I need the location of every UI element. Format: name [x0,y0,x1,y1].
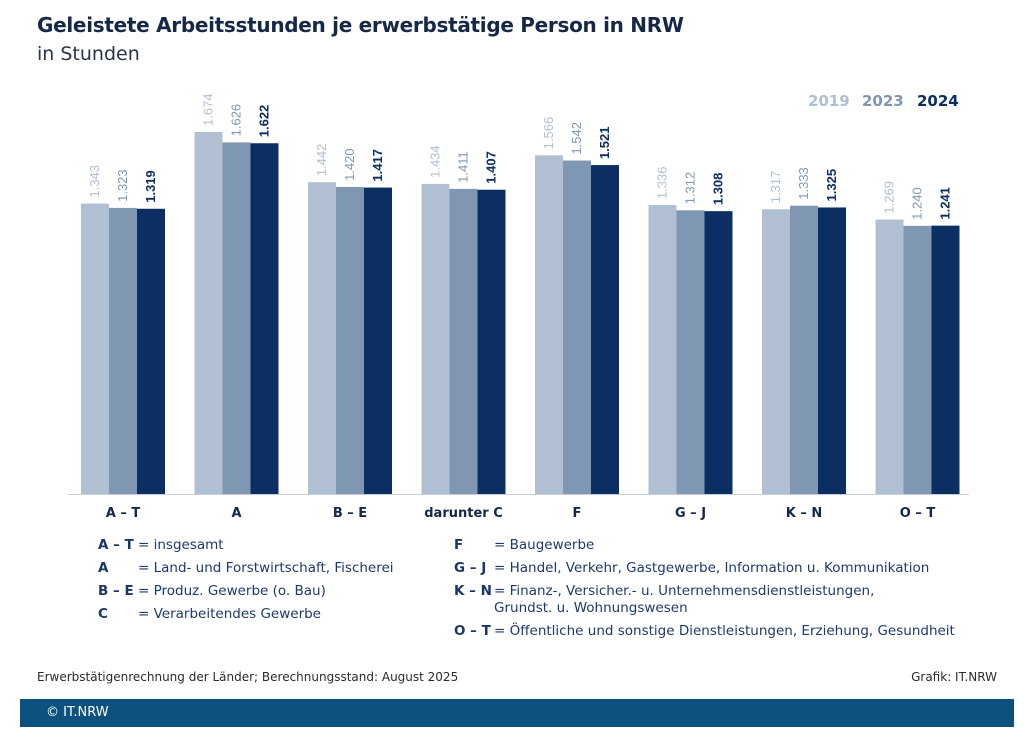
category-label-3: darunter C [424,506,503,521]
bar-2019-3 [421,183,450,494]
bar-2024-7 [931,225,960,494]
legend-item-2023: 2023 [862,92,904,110]
category-label-5: G – J [675,506,706,521]
definition-row: F = Baugewerbe [454,537,955,560]
legend: 2019 2023 2024 [808,92,959,110]
definition-text: = insgesamt [138,537,224,553]
category-label-7: O – T [900,506,936,521]
chart-subtitle: in Stunden [37,43,140,65]
value-label-2024-1: 1.622 [257,105,272,138]
value-label-2019-7: 1.269 [882,181,897,214]
definition-text: = Land- und Forstwirtschaft, Fischerei [138,560,394,576]
value-label-2024-7: 1.241 [938,187,953,220]
definition-row: C = Verarbeitendes Gewerbe [98,606,394,629]
bar-2024-2 [364,187,392,494]
bar-2023-2 [336,186,364,494]
bar-2023-6 [790,205,818,495]
definition-text: = Verarbeitendes Gewerbe [138,606,321,622]
definition-row: B – E = Produz. Gewerbe (o. Bau) [98,583,394,606]
value-label-2019-0: 1.343 [87,165,102,198]
bar-2024-4 [591,165,619,494]
bar-2019-7 [875,219,904,495]
bar-2024-6 [818,207,846,494]
bar-2019-2 [308,182,336,494]
value-label-2023-2: 1.420 [342,148,357,181]
bar-2019-0 [81,203,109,495]
value-label-2023-5: 1.312 [683,172,698,205]
value-label-2019-5: 1.336 [655,167,670,200]
category-label-6: K – N [786,506,823,521]
bar-2019-6 [762,209,790,494]
value-label-2024-3: 1.407 [484,151,499,184]
chart-title: Geleistete Arbeitsstunden je erwerbstäti… [37,13,684,37]
footer-bar: © IT.NRW [20,699,1014,727]
bar-2023-3 [449,188,478,494]
copyright: © IT.NRW [46,705,109,720]
bar-2024-5 [704,211,733,494]
value-label-2023-4: 1.542 [569,122,584,155]
definition-code: B – E [98,583,134,599]
value-label-2019-3: 1.434 [428,145,443,178]
value-label-2023-6: 1.333 [796,167,811,200]
value-label-2023-1: 1.626 [229,104,244,137]
bar-2023-1 [222,142,251,494]
definition-code: C [98,606,108,622]
definitions-left: A – T = insgesamt A = Land- und Forstwirtsc… [98,537,394,629]
value-label-2024-2: 1.417 [370,149,385,182]
value-label-2024-0: 1.319 [143,170,158,203]
value-label-2024-4: 1.521 [597,127,612,160]
definition-text: = Öffentliche und sonstige Dienstleistun… [494,623,955,639]
bar-2024-3 [477,189,506,495]
bar-2023-7 [903,225,932,494]
definition-text: = Handel, Verkehr, Gastgewerbe, Informat… [494,560,930,576]
bar-2023-0 [109,207,137,494]
category-labels: A – T A B – E darunter C F G – J K – N O – T [106,506,936,521]
value-label-2019-2: 1.442 [314,144,329,177]
legend-item-2024: 2024 [917,92,959,110]
definition-row: K – N = Finanz-, Versicher.- u. Unternehm… [454,583,955,623]
bar-2024-0 [137,208,165,494]
bar-2023-5 [676,210,705,494]
bar-2023-4 [563,160,591,494]
bar-2019-1 [194,132,223,494]
bar-2024-1 [250,143,279,494]
value-label-2024-6: 1.325 [824,169,839,202]
legend-item-2019: 2019 [808,92,850,110]
definition-row: A – T = insgesamt [98,537,394,560]
category-label-2: B – E [333,506,367,521]
category-label-1: A [231,506,241,521]
source-note: Erwerbstätigenrechnung der Länder; Berec… [37,670,459,684]
definition-code: A – T [98,537,134,553]
value-label-2023-0: 1.323 [115,169,130,202]
definition-text: = Finanz-, Versicher.- u. Unternehmensdi… [494,583,875,616]
definition-code: O – T [454,623,491,639]
definition-code: K – N [454,583,492,599]
value-label-2023-3: 1.411 [456,151,471,183]
bars [81,132,960,495]
definition-text: = Produz. Gewerbe (o. Bau) [138,583,326,599]
value-label-2019-6: 1.317 [768,171,783,204]
definition-code: A [98,560,109,576]
definition-row: G – J = Handel, Verkehr, Gastgewerbe, Inf… [454,560,955,583]
graphic-credit: Grafik: IT.NRW [911,670,997,684]
definition-row: A = Land- und Forstwirtschaft, Fischerei [98,560,394,583]
value-label-2024-5: 1.308 [711,173,726,206]
value-label-2019-4: 1.566 [541,117,556,150]
definition-row: O – T = Öffentliche und sonstige Dienstle… [454,623,955,646]
value-label-2019-1: 1.674 [201,93,216,126]
definitions-right: F = Baugewerbe G – J = Handel, Verkehr, Gas… [454,537,955,646]
value-labels: 1.343 1.323 1.319 1.674 1.626 1.622 1.442 1.420… [87,93,953,219]
bar-2019-4 [535,155,563,494]
bar-2019-5 [648,205,677,495]
definition-text: = Baugewerbe [494,537,595,553]
definition-code: F [454,537,464,553]
definition-code: G – J [454,560,487,576]
value-label-2023-7: 1.240 [910,187,925,220]
category-label-4: F [573,506,582,521]
category-label-0: A – T [106,506,141,521]
